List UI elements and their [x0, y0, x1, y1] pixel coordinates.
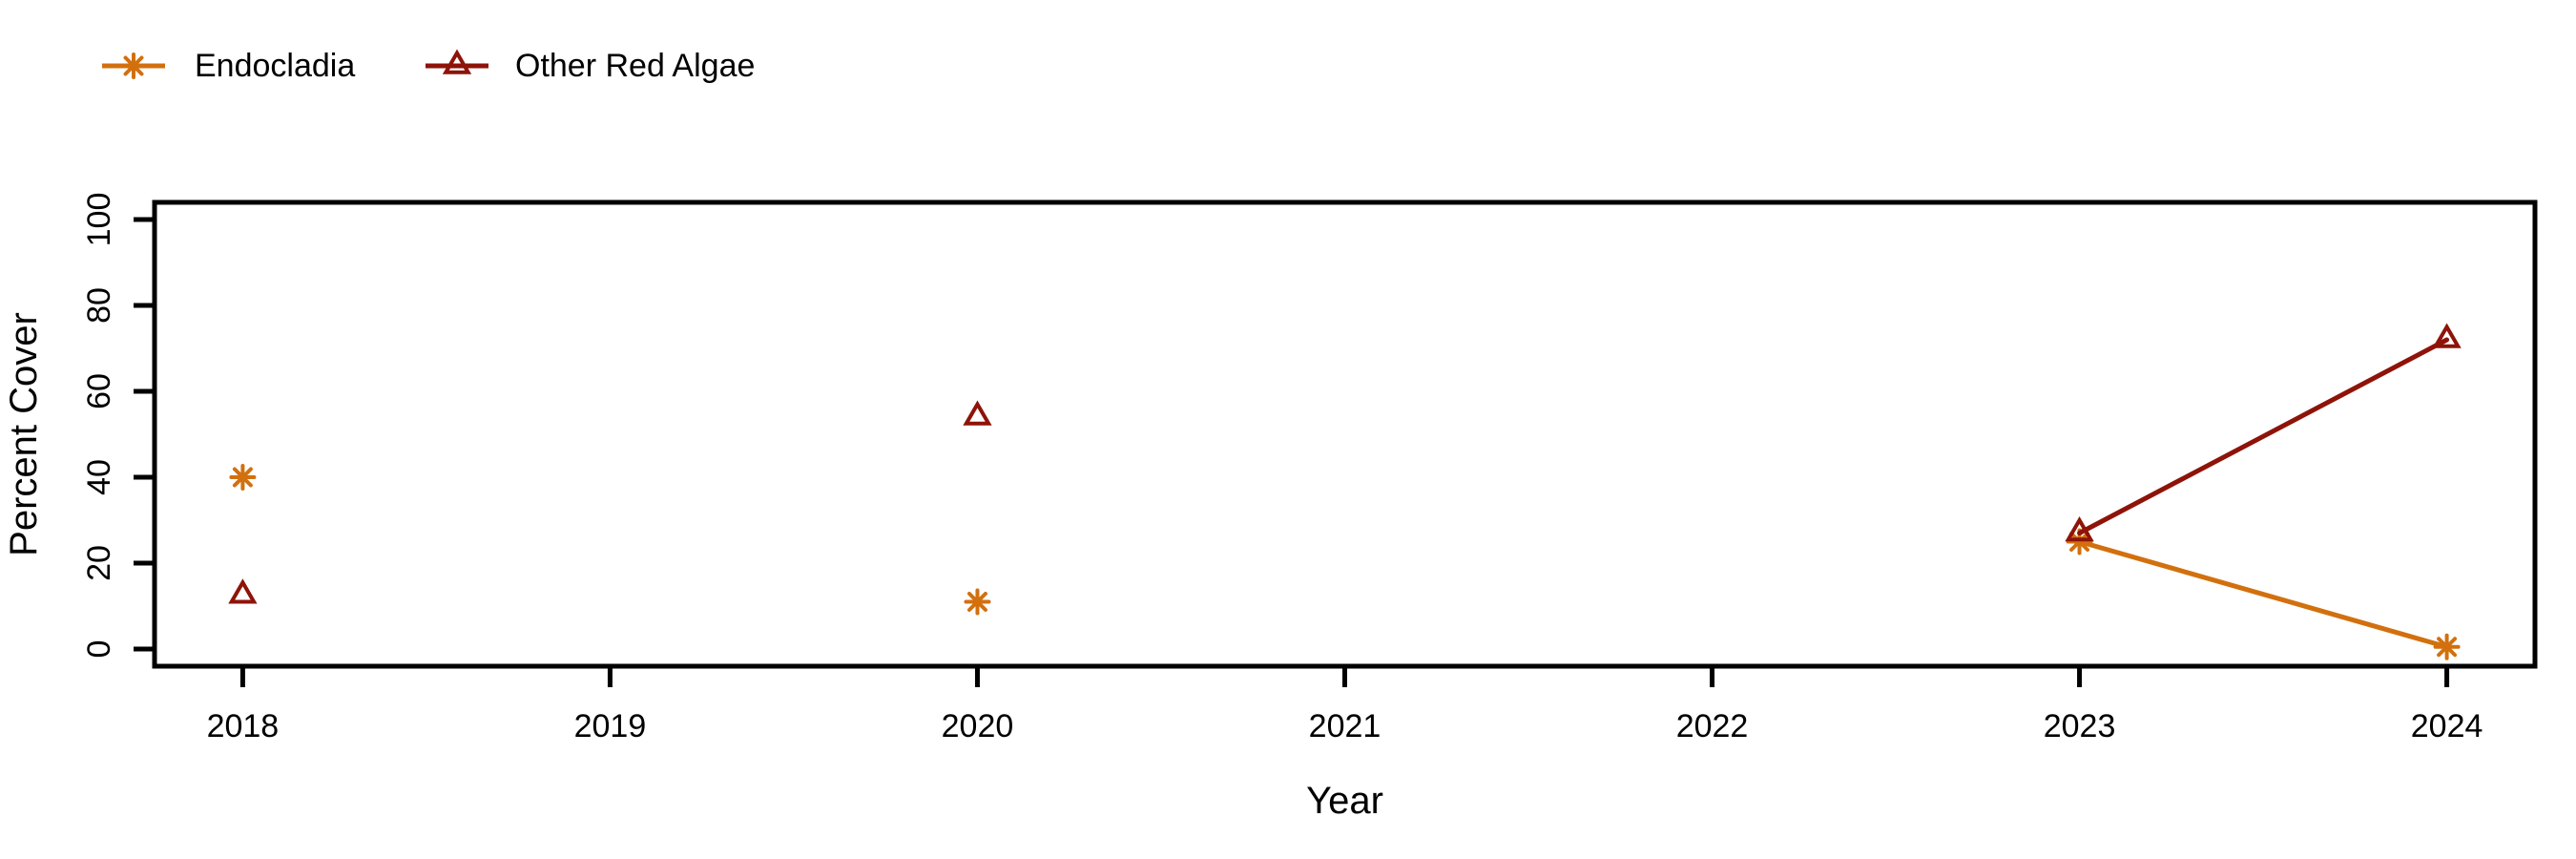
y-axis-title: Percent Cover	[3, 312, 45, 556]
y-tick-label: 100	[81, 193, 117, 247]
x-axis: 2018 2019 2020 2021 2022 2023 2024	[207, 666, 2483, 744]
triangle-marker-icon	[228, 578, 258, 604]
y-tick-label: 20	[81, 545, 117, 581]
legend-marker-other-red-algae-icon	[426, 47, 488, 85]
y-tick-label: 0	[81, 640, 117, 659]
legend-swatch-svg	[102, 52, 165, 79]
legend: Endocladia Other Red Algae	[0, 0, 2576, 105]
triangle-marker-icon	[442, 49, 472, 74]
x-tick-label: 2023	[2044, 708, 2116, 744]
x-tick-label: 2018	[207, 708, 280, 744]
legend-marker-endocladia-icon	[102, 47, 165, 85]
series-line	[2077, 337, 2450, 535]
series-other-red-algae	[228, 323, 2462, 604]
legend-swatch-svg	[426, 49, 488, 74]
asterisk-marker-icon	[964, 588, 991, 616]
y-tick-label: 40	[81, 459, 117, 495]
series-line	[2077, 539, 2450, 650]
asterisk-marker-icon	[120, 52, 147, 79]
y-tick-label: 60	[81, 373, 117, 409]
x-tick-label: 2022	[1676, 708, 1749, 744]
x-tick-label: 2024	[2411, 708, 2483, 744]
x-tick-label: 2019	[574, 708, 647, 744]
triangle-marker-icon	[963, 400, 992, 426]
x-axis-title: Year	[1306, 780, 1383, 822]
triangle-marker-icon	[2432, 323, 2462, 348]
y-axis: 0 20 40 60 80 100	[81, 193, 155, 659]
triangle-marker-icon	[2065, 516, 2094, 542]
y-tick-label: 80	[81, 287, 117, 324]
x-tick-label: 2020	[942, 708, 1014, 744]
asterisk-marker-icon	[229, 464, 257, 491]
plot-box	[152, 199, 2538, 669]
legend-label-endocladia: Endocladia	[195, 48, 356, 84]
asterisk-marker-icon	[2433, 633, 2461, 660]
series-endocladia	[229, 464, 2461, 660]
legend-label-other-red-algae: Other Red Algae	[515, 48, 756, 84]
x-tick-label: 2021	[1309, 708, 1381, 744]
